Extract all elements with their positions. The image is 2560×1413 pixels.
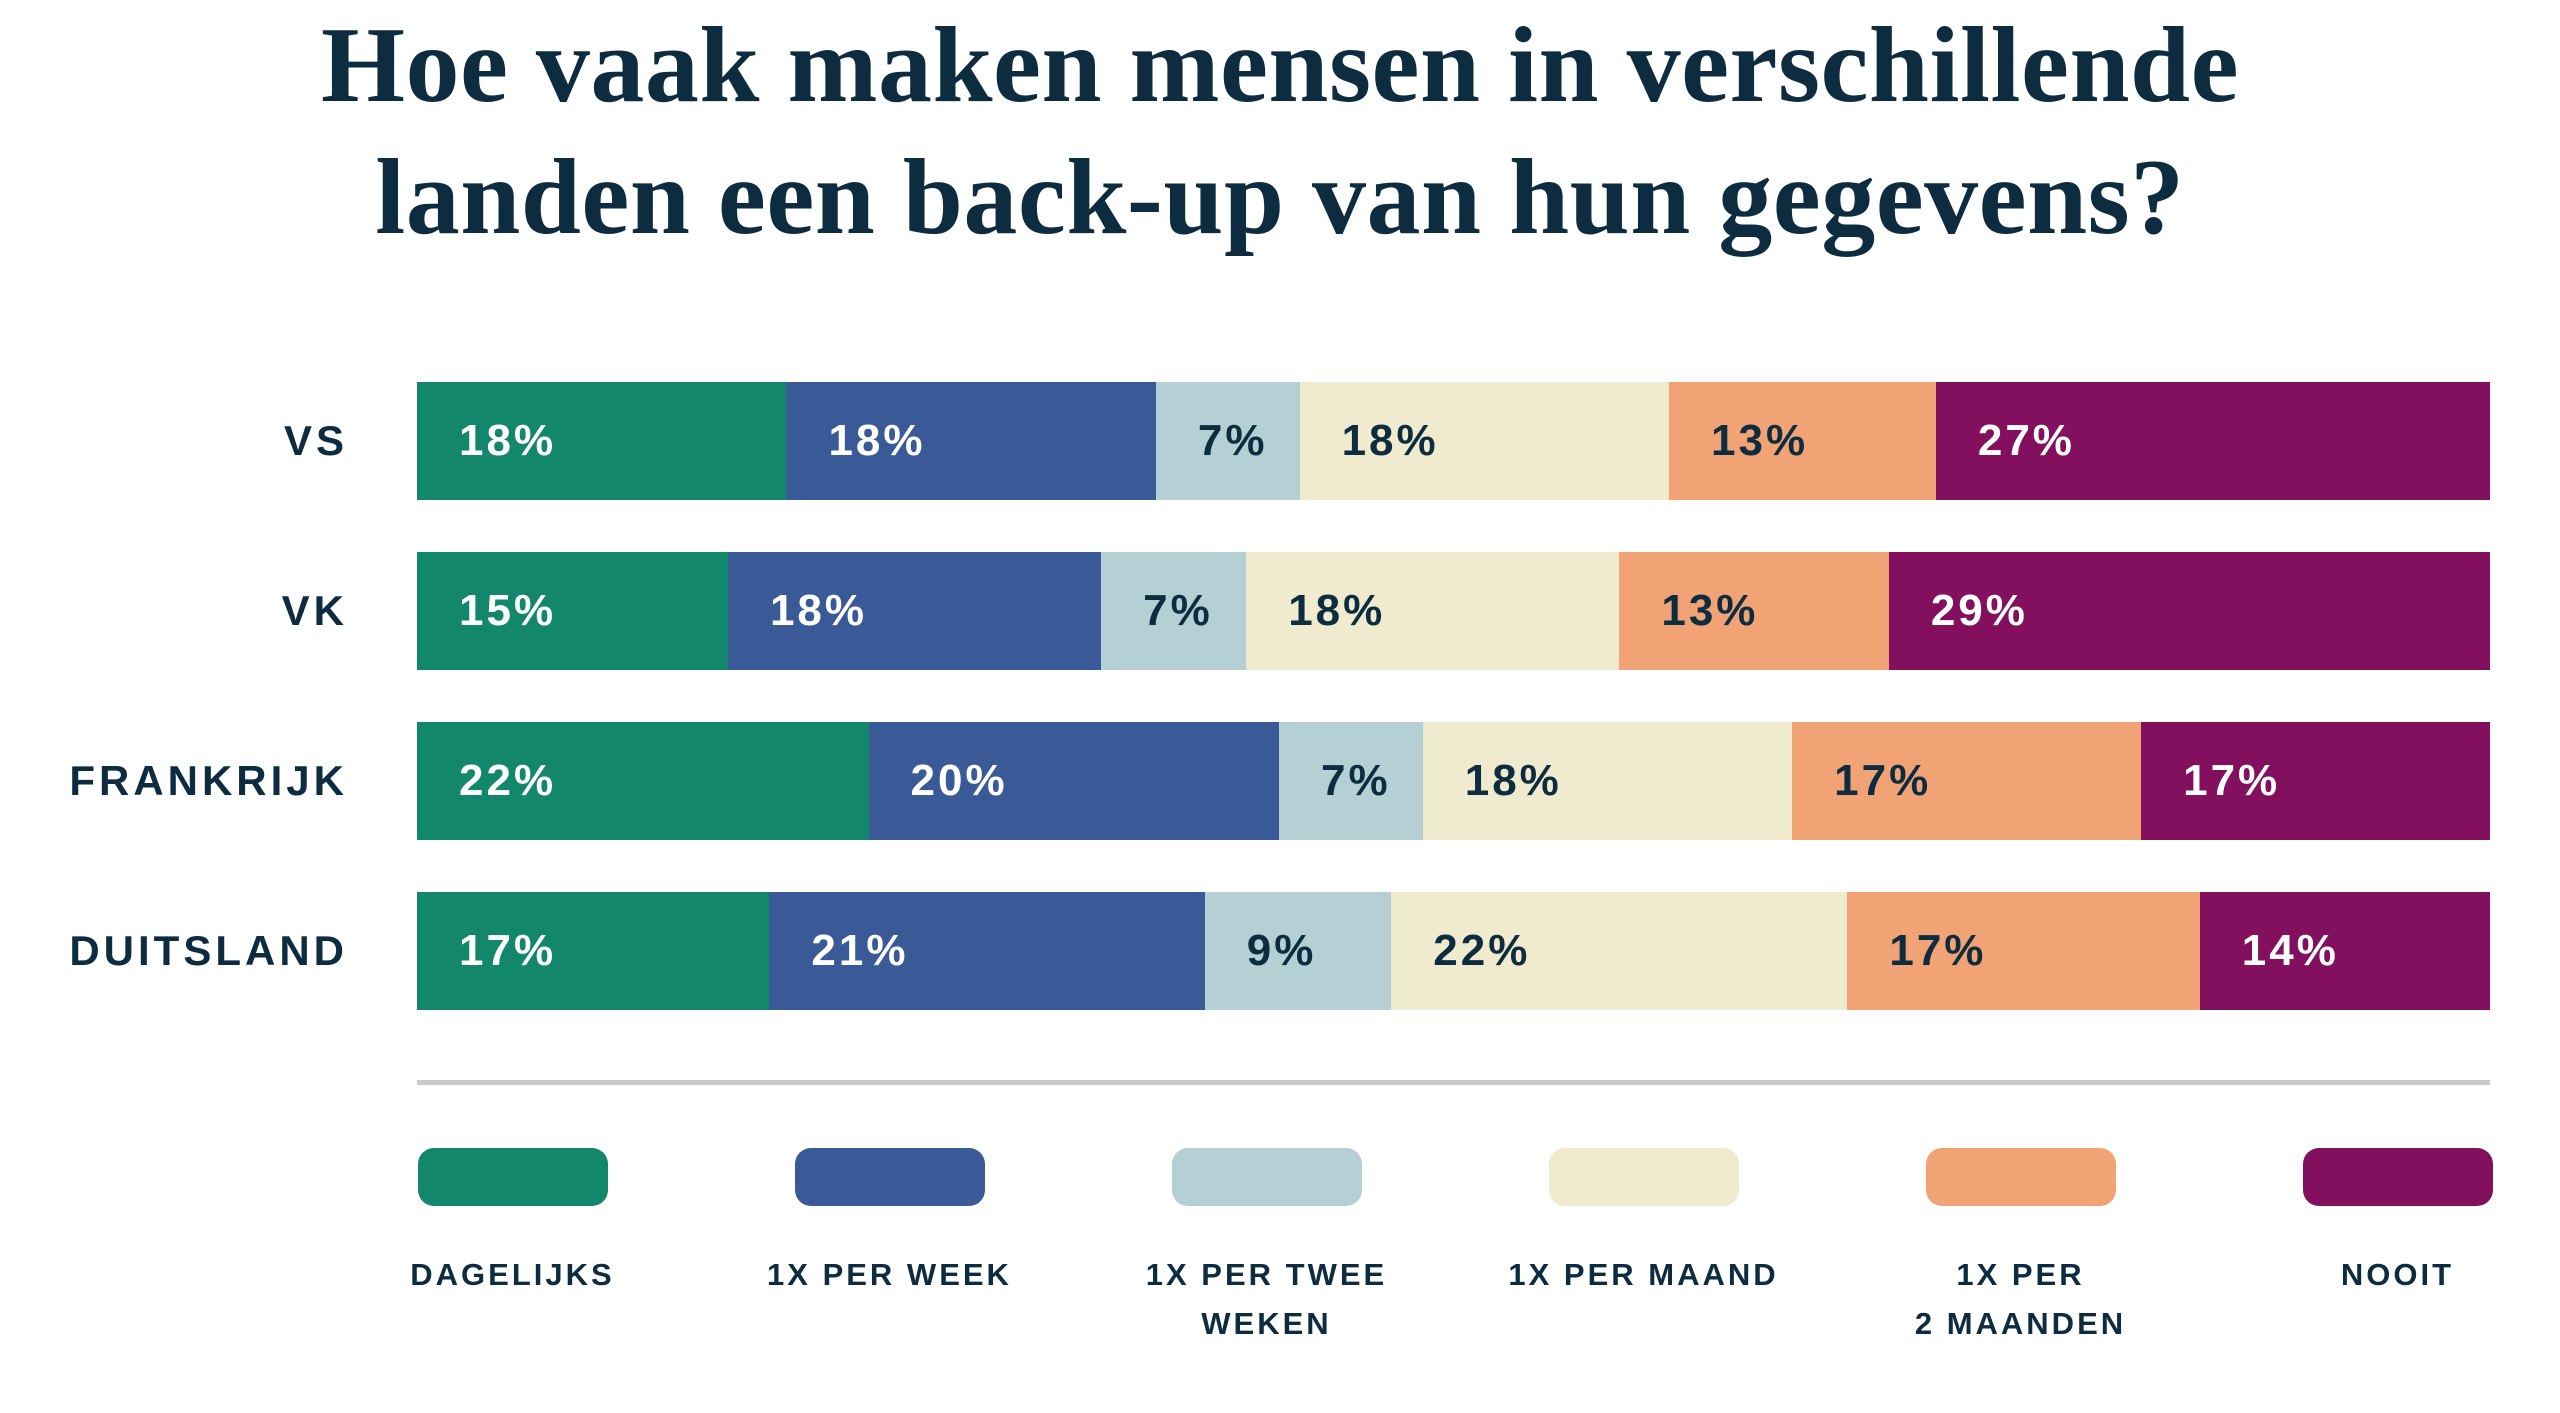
legend-swatch — [1925, 1148, 2116, 1206]
segment-value-label: 18% — [828, 416, 926, 465]
legend-item: DAGELIJKS — [324, 1148, 701, 1348]
segment-value-label: 21% — [811, 926, 909, 975]
country-label: VK — [281, 587, 348, 634]
bar-segment: 27% — [1935, 382, 2491, 500]
segment-value-label: 22% — [1433, 926, 1531, 975]
segment-value-label: 13% — [1711, 416, 1809, 465]
stacked-bar: 15% 18% 7% 18% 13% 29% — [417, 552, 2490, 670]
segment-value-label: 13% — [1661, 586, 1759, 635]
bar-segment: 14% — [2199, 892, 2490, 1010]
segment-value-label: 18% — [1341, 416, 1439, 465]
legend-label: 1X PER WEEK — [767, 1257, 1012, 1292]
legend-item: NOOIT — [2209, 1148, 2560, 1348]
bar-segment: 7% — [1279, 722, 1423, 840]
bar-segment: 17% — [417, 892, 770, 1010]
bar-segment: 18% — [417, 382, 787, 500]
segment-value-label: 29% — [1930, 586, 2028, 635]
bar-segment: 18% — [727, 552, 1102, 670]
bar-segment: 17% — [2141, 722, 2491, 840]
segment-value-label: 17% — [1834, 756, 1932, 805]
legend-label: NOOIT — [2340, 1257, 2455, 1292]
segment-value-label: 17% — [1889, 926, 1987, 975]
bar-segment: 13% — [1669, 382, 1936, 500]
segment-value-label: 7% — [1321, 756, 1391, 805]
segment-value-label: 17% — [2183, 756, 2281, 805]
legend-label: DAGELIJKS — [410, 1257, 615, 1292]
bar-segment: 18% — [1246, 552, 1620, 670]
segment-value-label: 18% — [1288, 586, 1386, 635]
bar-segment: 15% — [417, 552, 728, 670]
segment-value-label: 17% — [459, 926, 557, 975]
bar-segment: 29% — [1888, 552, 2490, 670]
legend-item: 1X PER 2 MAANDEN — [1832, 1148, 2209, 1348]
bar-row-frankrijk: FRANKRIJK 22% 20% 7% 18% 17% 17% — [0, 722, 2491, 840]
legend-label: 1X PER 2 MAANDEN — [1914, 1257, 2127, 1341]
segment-value-label: 22% — [459, 756, 557, 805]
segment-value-label: 20% — [910, 756, 1008, 805]
country-label: DUITSLAND — [69, 927, 348, 974]
legend-divider-line — [417, 1080, 2490, 1085]
legend-item: 1X PER WEEK — [701, 1148, 1078, 1348]
legend-swatch — [794, 1148, 985, 1206]
stacked-bar: 22% 20% 7% 18% 17% 17% — [417, 722, 2491, 840]
bar-segment: 17% — [1847, 892, 2200, 1010]
chart-title-line2: landen een back-up van hun gegevens? — [375, 138, 2185, 257]
bar-segment: 13% — [1619, 552, 1889, 670]
segment-value-label: 15% — [459, 586, 557, 635]
chart-title: Hoe vaak maken mensen in verschillende la… — [0, 0, 2560, 264]
segment-value-label: 27% — [1977, 416, 2075, 465]
segment-value-label: 18% — [769, 586, 868, 635]
stacked-bar: 18% 18% 7% 18% 13% 27% — [417, 382, 2491, 500]
legend-swatch — [2302, 1148, 2493, 1206]
bar-segment: 17% — [1792, 722, 2142, 840]
segment-value-label: 18% — [459, 416, 557, 465]
segment-value-label: 9% — [1246, 926, 1317, 975]
bar-segment: 21% — [769, 892, 1205, 1010]
legend-swatch — [417, 1148, 608, 1206]
bar-segment: 9% — [1204, 892, 1392, 1010]
chart-title-line1: Hoe vaak maken mensen in verschillende — [320, 6, 2240, 125]
legend-item: 1X PER TWEE WEKEN — [1078, 1148, 1455, 1348]
segment-value-label: 7% — [1143, 586, 1213, 635]
bar-row-vk: VK 15% 18% 7% 18% 13% 29% — [0, 552, 2490, 670]
bar-segment: 18% — [786, 382, 1156, 500]
legend-label: 1X PER MAAND — [1508, 1257, 1779, 1292]
country-label: FRANKRIJK — [69, 757, 348, 804]
legend-swatch — [1171, 1148, 1362, 1206]
legend-swatch — [1548, 1148, 1739, 1206]
segment-value-label: 18% — [1464, 756, 1562, 805]
bar-segment: 22% — [1391, 892, 1848, 1010]
bar-row-vs: VS 18% 18% 7% 18% 13% 27% — [0, 382, 2491, 500]
bar-segment: 18% — [1299, 382, 1670, 500]
legend-label: 1X PER TWEE WEKEN — [1145, 1257, 1388, 1341]
chart-legend: DAGELIJKS 1X PER WEEK 1X PER TWEE WEKEN 1X P… — [324, 1148, 2560, 1348]
country-label: VS — [283, 417, 348, 464]
legend-item: 1X PER MAAND — [1455, 1148, 1832, 1348]
stacked-bar-chart: VS 18% 18% 7% 18% 13% 27% VK 15% 18% 7% 18% 13% 29% FR… — [0, 382, 2491, 1010]
bar-segment: 22% — [417, 722, 869, 840]
bar-segment: 20% — [868, 722, 1280, 840]
bar-segment: 18% — [1422, 722, 1793, 840]
segment-value-label: 7% — [1197, 416, 1268, 465]
segment-value-label: 14% — [2241, 926, 2339, 975]
bar-row-duitsland: DUITSLAND 17% 21% 9% 22% 17% 14% — [0, 892, 2490, 1010]
bar-segment: 7% — [1155, 382, 1300, 500]
bar-segment: 7% — [1101, 552, 1247, 670]
stacked-bar: 17% 21% 9% 22% 17% 14% — [417, 892, 2490, 1010]
